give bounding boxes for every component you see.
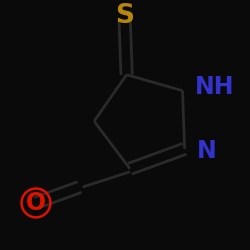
Text: O: O [26, 191, 46, 215]
Text: S: S [115, 3, 134, 29]
Text: NH: NH [195, 74, 234, 98]
Text: N: N [197, 139, 217, 163]
